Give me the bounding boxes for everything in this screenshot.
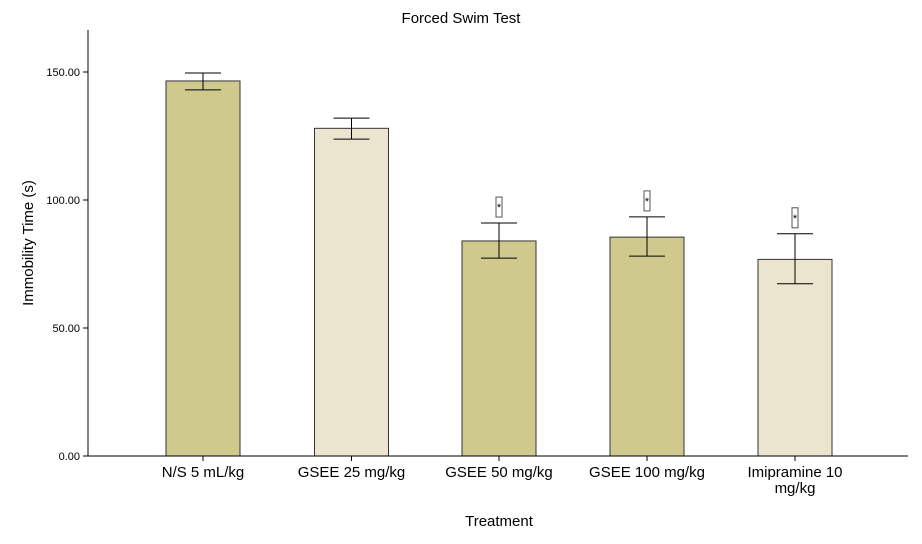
significance-marker: * [793, 213, 798, 225]
significance-box [495, 196, 503, 218]
significance-marker: * [497, 202, 502, 214]
y-tick-label: 100.00 [46, 195, 80, 207]
y-tick-label: 150.00 [46, 67, 80, 79]
significance-marker: * [645, 196, 650, 208]
significance-box [791, 207, 799, 229]
x-tick-label: GSEE 100 mg/kg [589, 464, 705, 481]
bar [165, 80, 241, 457]
x-tick-label: Imipramine 10 mg/kg [747, 464, 842, 497]
bar [461, 240, 537, 457]
x-tick-label: GSEE 25 mg/kg [298, 464, 406, 481]
x-axis-label: Treatment [465, 513, 534, 530]
x-tick-label: GSEE 50 mg/kg [445, 464, 553, 481]
y-axis-label: Immobility Time (s) [20, 180, 37, 306]
bar [757, 258, 833, 457]
chart-title: Forced Swim Test [402, 10, 522, 27]
bar [314, 127, 389, 457]
significance-box [643, 190, 651, 212]
bar [609, 236, 685, 457]
y-tick-label: 50.00 [52, 323, 80, 335]
y-tick-label: 0.00 [59, 451, 80, 463]
x-tick-label: N/S 5 mL/kg [162, 464, 245, 481]
